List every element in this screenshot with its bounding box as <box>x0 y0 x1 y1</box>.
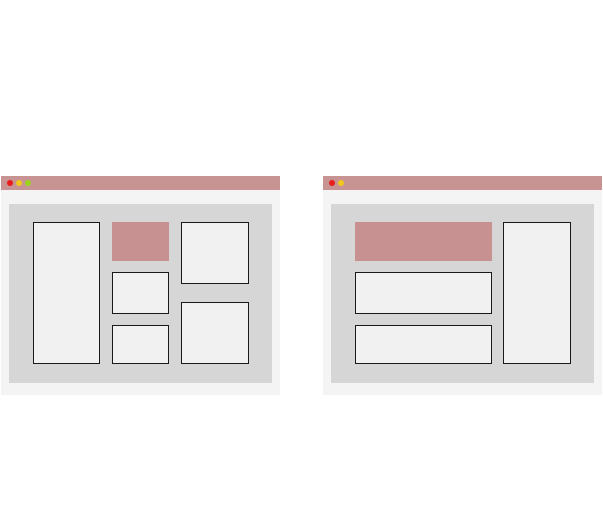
wide-panel <box>355 272 492 314</box>
square-panel <box>181 222 249 284</box>
minimize-dot-icon[interactable] <box>338 180 344 186</box>
highlighted-panel <box>355 222 492 261</box>
small-panel <box>112 272 169 314</box>
title-bar <box>323 176 602 190</box>
highlighted-panel <box>112 222 169 261</box>
wide-panel <box>355 325 492 364</box>
square-panel <box>181 302 249 364</box>
content-area <box>331 204 594 383</box>
small-panel <box>112 325 169 364</box>
tall-panel <box>33 222 100 364</box>
maximize-dot-icon[interactable] <box>25 180 31 186</box>
close-dot-icon[interactable] <box>329 180 335 186</box>
browser-window-left <box>1 176 280 395</box>
title-bar <box>1 176 280 190</box>
tall-panel <box>503 222 571 364</box>
browser-window-right <box>323 176 602 395</box>
close-dot-icon[interactable] <box>7 180 13 186</box>
minimize-dot-icon[interactable] <box>16 180 22 186</box>
content-area <box>9 204 272 383</box>
